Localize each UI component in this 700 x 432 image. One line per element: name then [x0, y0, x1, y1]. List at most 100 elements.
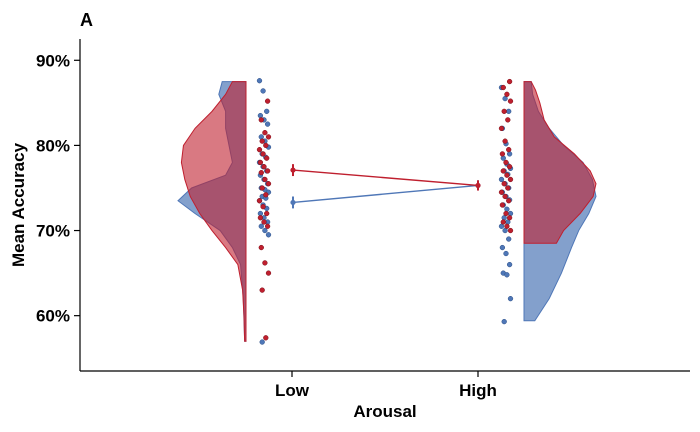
data-point: [503, 250, 509, 257]
data-point: [263, 335, 269, 341]
data-point: [258, 134, 264, 140]
density-cloud-high: [523, 81, 597, 244]
data-point: [501, 181, 507, 187]
data-point: [256, 198, 263, 204]
data-point: [499, 244, 506, 251]
data-point: [500, 155, 506, 161]
axes: [79, 39, 690, 372]
y-axis-ticks: 60% 70% 80% 90%: [36, 51, 80, 326]
data-point: [506, 215, 513, 221]
data-point: [264, 210, 270, 217]
data-point: [504, 91, 510, 97]
data-point: [258, 117, 264, 123]
x-axis-title: Arousal: [353, 402, 416, 421]
data-point: [264, 155, 270, 161]
data-points: [256, 78, 514, 345]
data-point: [259, 185, 265, 191]
data-point: [499, 151, 506, 157]
data-point: [506, 151, 513, 157]
data-point: [507, 98, 514, 104]
data-point: [507, 227, 514, 234]
data-point: [498, 176, 505, 183]
data-point: [507, 210, 514, 217]
data-point: [259, 287, 265, 293]
data-point: [257, 112, 264, 119]
data-point: [498, 125, 505, 132]
data-point: [265, 181, 272, 187]
data-point: [499, 202, 506, 208]
data-point: [258, 223, 264, 229]
data-point: [263, 142, 269, 149]
data-point: [265, 270, 272, 276]
data-point: [502, 138, 508, 144]
mean-line: [292, 169, 479, 187]
data-point: [260, 88, 266, 94]
data-point: [258, 244, 264, 251]
data-point: [260, 204, 266, 210]
data-point: [506, 164, 513, 170]
mean-point: [290, 199, 296, 206]
data-point: [259, 339, 265, 345]
data-point: [257, 215, 264, 221]
data-point: [262, 260, 268, 266]
density-cloud-low: [180, 81, 247, 342]
data-point: [260, 151, 266, 157]
mean-point: [290, 167, 296, 173]
data-point: [262, 129, 268, 136]
data-point: [262, 227, 268, 234]
x-tick-label: High: [459, 381, 497, 400]
data-point: [506, 147, 512, 153]
y-tick-label: 90%: [36, 51, 70, 70]
data-point: [264, 98, 271, 104]
y-axis-title: Mean Accuracy: [9, 142, 28, 267]
data-point: [262, 176, 268, 183]
x-axis-ticks: Low High: [275, 371, 497, 400]
y-tick-label: 60%: [36, 307, 70, 326]
data-point: [500, 219, 506, 225]
x-tick-label: Low: [275, 381, 310, 400]
data-point: [261, 219, 267, 225]
mean-summary: [290, 164, 481, 209]
data-point: [506, 236, 512, 242]
data-point: [502, 193, 508, 200]
data-point: [505, 117, 511, 123]
data-point: [504, 272, 510, 278]
data-point: [501, 318, 507, 325]
data-point: [504, 172, 510, 178]
data-point: [500, 84, 506, 91]
mean-point: [475, 182, 481, 189]
data-point: [500, 168, 506, 174]
data-point: [506, 78, 513, 85]
panel-label: A: [80, 10, 93, 30]
data-point: [503, 210, 509, 217]
data-point: [504, 206, 510, 212]
data-point: [259, 138, 265, 144]
data-point: [504, 223, 510, 229]
data-point: [503, 159, 509, 166]
data-point: [257, 159, 264, 166]
data-point: [506, 261, 513, 268]
data-point: [258, 170, 264, 176]
data-point: [264, 168, 271, 174]
data-point: [505, 185, 511, 191]
data-point: [263, 192, 269, 198]
data-point: [506, 108, 512, 115]
data-point: [506, 198, 512, 204]
data-point: [264, 223, 271, 229]
data-point: [256, 78, 263, 84]
data-point: [265, 232, 272, 238]
data-point: [507, 176, 514, 183]
data-point: [265, 134, 272, 140]
data-point: [264, 121, 271, 127]
mean-line: [292, 184, 479, 204]
data-point: [261, 164, 267, 170]
data-point: [256, 147, 263, 153]
data-point: [507, 295, 514, 302]
data-point: [264, 108, 270, 115]
density-clouds: [177, 81, 597, 342]
data-point: [501, 108, 507, 115]
y-tick-label: 70%: [36, 222, 70, 241]
data-point: [498, 189, 505, 195]
y-tick-label: 80%: [36, 136, 70, 155]
